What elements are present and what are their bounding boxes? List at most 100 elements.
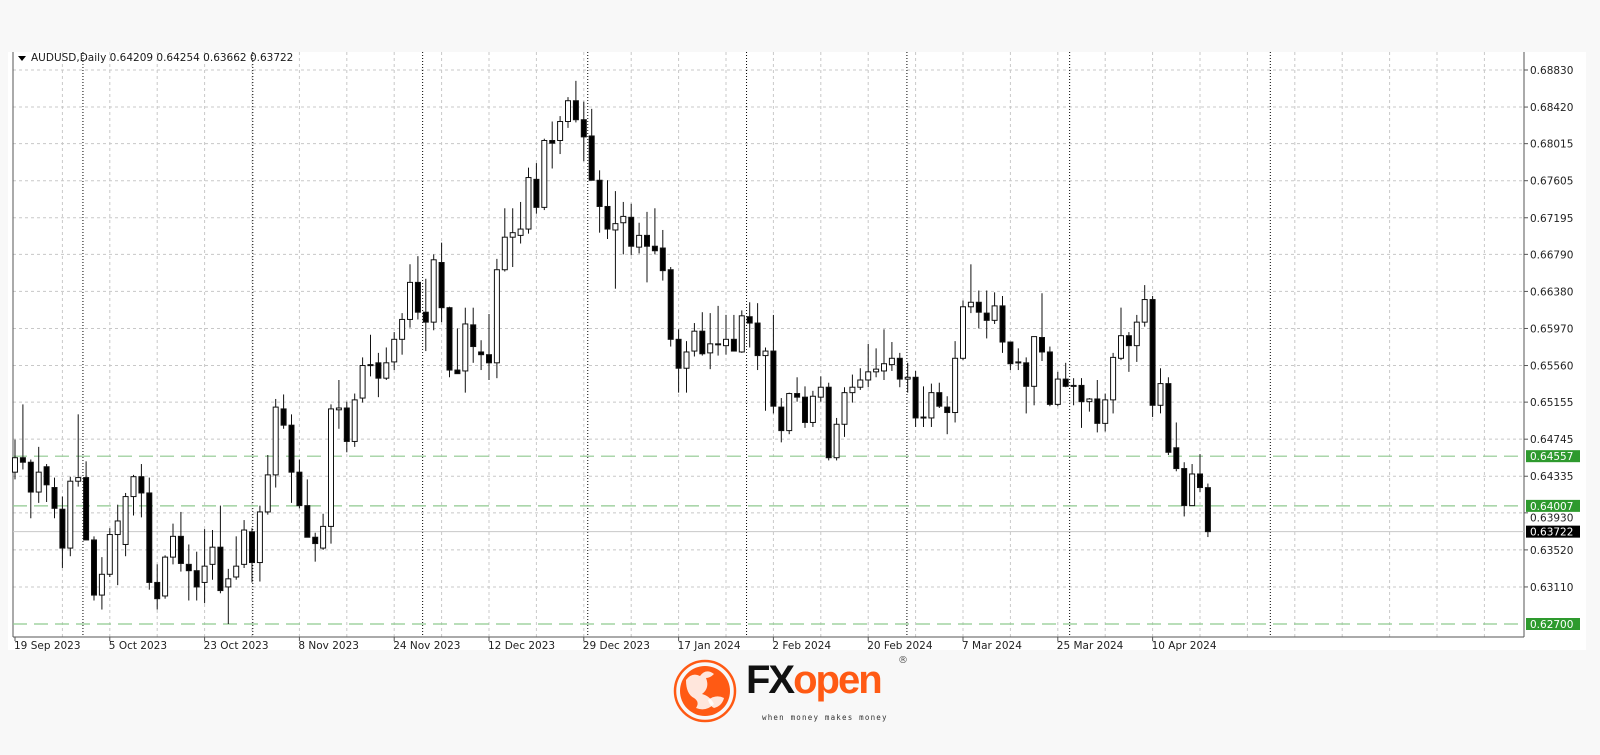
candle-bearish bbox=[27, 461, 34, 493]
candle-bullish bbox=[723, 338, 729, 347]
candle-bullish bbox=[391, 338, 398, 363]
candle-bullish bbox=[541, 139, 548, 208]
candle-bullish bbox=[904, 376, 911, 380]
candle-bearish bbox=[486, 354, 492, 364]
candle-bearish bbox=[896, 357, 903, 380]
candle-bullish bbox=[1118, 335, 1124, 359]
candle-bearish bbox=[185, 563, 192, 572]
candle-bullish bbox=[636, 234, 643, 248]
candle-bearish bbox=[19, 457, 26, 463]
y-tick-label: 0.68015 bbox=[1530, 139, 1573, 151]
y-tick-label: 0.63930 bbox=[1530, 513, 1573, 525]
triangle-down-icon[interactable] bbox=[18, 55, 26, 61]
candle-bearish bbox=[778, 406, 785, 432]
candle-bullish bbox=[359, 365, 366, 399]
candle-bearish bbox=[1007, 341, 1014, 365]
candle-bullish bbox=[809, 395, 816, 423]
candle-bearish bbox=[304, 505, 311, 538]
candle-bearish bbox=[746, 316, 753, 324]
candle-bullish bbox=[351, 399, 358, 442]
candle-bullish bbox=[75, 477, 82, 482]
level-price-label: 0.64557 bbox=[1530, 451, 1573, 463]
candle-bullish bbox=[98, 573, 105, 596]
candle-bearish bbox=[770, 350, 777, 407]
ohlc-high: 0.64254 bbox=[156, 52, 200, 64]
candle-bearish bbox=[533, 178, 540, 208]
candle-bearish bbox=[825, 386, 832, 459]
candle-bullish bbox=[1054, 378, 1061, 405]
candle-bullish bbox=[225, 578, 232, 588]
candle-bullish bbox=[841, 392, 848, 425]
candle-bullish bbox=[114, 520, 121, 536]
candle-bearish bbox=[1062, 378, 1069, 387]
x-tick-label: 23 Oct 2023 bbox=[204, 640, 269, 652]
candle-bearish bbox=[43, 466, 50, 486]
candle-bearish bbox=[1125, 335, 1132, 347]
candle-bearish bbox=[1078, 384, 1085, 403]
candle-bearish bbox=[414, 281, 421, 313]
bull-emblem-icon bbox=[673, 659, 737, 723]
registered-mark: ® bbox=[898, 655, 908, 666]
candle-bearish bbox=[1173, 447, 1180, 470]
candle-bullish bbox=[1141, 299, 1148, 323]
candle-bearish bbox=[446, 307, 453, 371]
candle-bearish bbox=[975, 301, 982, 313]
x-tick-label: 24 Nov 2023 bbox=[393, 640, 460, 652]
candle-bearish bbox=[312, 536, 319, 545]
candle-bearish bbox=[375, 362, 382, 379]
candle-bullish bbox=[106, 534, 113, 575]
candle-bullish bbox=[256, 511, 263, 564]
candle-bearish bbox=[280, 408, 287, 426]
candle-bearish bbox=[288, 424, 295, 473]
candle-bullish bbox=[320, 525, 327, 549]
candle-bearish bbox=[193, 570, 200, 588]
candle-bullish bbox=[857, 379, 864, 388]
x-tick-label: 12 Dec 2023 bbox=[488, 640, 555, 652]
current-price-tag bbox=[1526, 525, 1580, 538]
candle-bullish bbox=[367, 364, 374, 367]
candle-bullish bbox=[517, 228, 524, 236]
candle-bearish bbox=[154, 581, 161, 600]
candle-bullish bbox=[707, 343, 714, 354]
candle-bullish bbox=[738, 315, 745, 353]
candle-bearish bbox=[754, 322, 761, 357]
y-tick-label: 0.67195 bbox=[1530, 213, 1573, 225]
candle-bearish bbox=[794, 393, 801, 398]
ohlc-close: 0.63722 bbox=[249, 52, 294, 64]
candle-bearish bbox=[1204, 487, 1211, 533]
y-tick-label: 0.63520 bbox=[1530, 545, 1573, 557]
level-price-label: 0.64007 bbox=[1530, 501, 1573, 513]
candle-bullish bbox=[691, 330, 698, 352]
symbol-period: AUDUSD,Daily bbox=[31, 52, 107, 64]
x-tick-label: 8 Nov 2023 bbox=[298, 640, 359, 652]
candle-bullish bbox=[683, 351, 690, 369]
fxopen-logo: FXopen ® when money makes money bbox=[672, 656, 922, 736]
candle-bearish bbox=[83, 477, 90, 541]
level-price-tag bbox=[1526, 618, 1580, 630]
candle-bearish bbox=[249, 531, 255, 564]
candle-bullish bbox=[399, 318, 406, 340]
x-tick-label: 17 Jan 2024 bbox=[678, 640, 741, 652]
candle-bearish bbox=[596, 179, 603, 207]
candle-bullish bbox=[849, 386, 856, 394]
candle-bullish bbox=[967, 301, 974, 308]
candle-bearish bbox=[580, 119, 587, 138]
y-tick-label: 0.64745 bbox=[1530, 434, 1573, 446]
candle-bullish bbox=[873, 368, 880, 373]
candle-bearish bbox=[1039, 337, 1045, 353]
y-tick-label: 0.68830 bbox=[1530, 65, 1573, 77]
candle-bullish bbox=[1133, 321, 1140, 347]
candle-bullish bbox=[430, 259, 437, 323]
level-price-label: 0.62700 bbox=[1530, 619, 1573, 631]
candle-bearish bbox=[478, 351, 485, 356]
candle-bearish bbox=[59, 508, 66, 549]
candle-bearish bbox=[651, 245, 658, 252]
brand-wordmark: FXopen bbox=[746, 658, 883, 702]
candle-bearish bbox=[936, 392, 943, 407]
candle-bearish bbox=[549, 139, 556, 144]
candle-bearish bbox=[177, 535, 184, 564]
candle-bullish bbox=[241, 529, 248, 565]
candle-bullish bbox=[991, 305, 998, 321]
candle-bullish bbox=[920, 416, 927, 419]
